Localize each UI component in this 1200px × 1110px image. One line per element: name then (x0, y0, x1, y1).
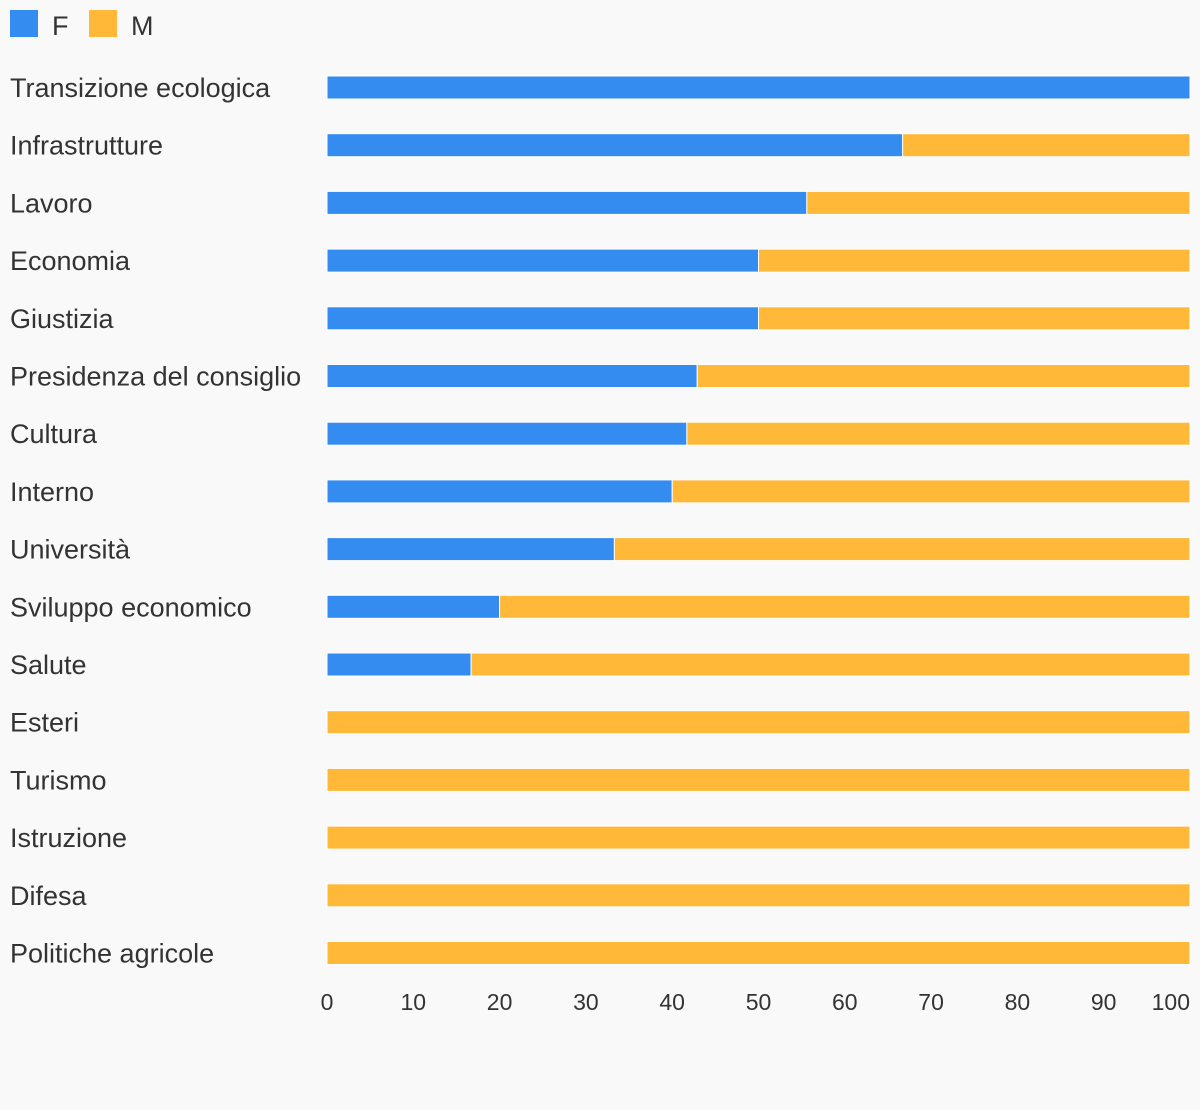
category-label-turismo: Turismo (10, 765, 107, 795)
x-tick-label-90: 90 (1091, 989, 1117, 1015)
x-tick-label-0: 0 (321, 989, 334, 1015)
legend-swatch-f (10, 10, 38, 37)
legend-label-m: M (131, 11, 154, 41)
x-tick-label-70: 70 (918, 989, 944, 1015)
category-label-universita: Università (10, 535, 131, 565)
category-label-istruzione: Istruzione (10, 823, 127, 853)
bar-m-salute (470, 652, 1191, 677)
category-label-giustizia: Giustizia (10, 304, 115, 334)
bar-f-presidenza-del-consiglio (326, 364, 698, 388)
bar-f-giustizia (326, 306, 759, 331)
bar-m-difesa (326, 883, 1191, 908)
bar-m-cultura (686, 421, 1191, 446)
category-label-lavoro: Lavoro (10, 188, 93, 218)
x-tick-label-60: 60 (832, 989, 858, 1015)
bar-m-interno (671, 479, 1191, 504)
x-tick-label-20: 20 (487, 989, 513, 1015)
category-label-infrastrutture: Infrastrutture (10, 131, 163, 161)
bar-f-infrastrutture (326, 133, 904, 158)
bar-f-sviluppo-economico (326, 594, 501, 619)
legend-label-f: F (52, 11, 69, 41)
category-label-sviluppo-economico: Sviluppo economico (10, 592, 252, 622)
bar-m-istruzione (326, 825, 1191, 850)
bar-f-salute (326, 652, 472, 677)
category-label-economia: Economia (10, 246, 131, 276)
bar-m-presidenza-del-consiglio (696, 364, 1191, 388)
bar-m-economia (758, 248, 1191, 273)
x-tick-label-80: 80 (1005, 989, 1031, 1015)
x-tick-label-10: 10 (401, 989, 427, 1015)
category-label-salute: Salute (10, 650, 87, 680)
bar-f-universita (326, 537, 615, 562)
bar-f-economia (326, 248, 759, 273)
category-label-politiche-agricole: Politiche agricole (10, 939, 214, 969)
bar-m-esteri (326, 710, 1191, 735)
bar-m-giustizia (758, 306, 1191, 331)
x-tick-label-50: 50 (746, 989, 772, 1015)
category-label-cultura: Cultura (10, 419, 98, 449)
bar-m-lavoro (806, 190, 1191, 215)
bar-m-sviluppo-economico (499, 594, 1191, 619)
bar-f-lavoro (326, 190, 808, 215)
category-label-difesa: Difesa (10, 881, 88, 911)
bar-m-infrastrutture (902, 133, 1191, 158)
category-label-transizione-ecologica: Transizione ecologica (10, 73, 271, 103)
category-label-interno: Interno (10, 477, 94, 507)
x-tick-label-30: 30 (573, 989, 599, 1015)
category-label-esteri: Esteri (10, 708, 79, 738)
category-label-presidenza-del-consiglio: Presidenza del consiglio (10, 362, 301, 392)
bar-m-politiche-agricole (326, 941, 1191, 965)
x-tick-label-40: 40 (659, 989, 685, 1015)
legend-swatch-m (89, 10, 117, 37)
bar-f-transizione-ecologica (326, 75, 1191, 100)
bar-m-universita (613, 537, 1191, 562)
bar-f-interno (326, 479, 673, 504)
bar-m-turismo (326, 767, 1191, 792)
x-tick-label-100: 100 (1152, 989, 1190, 1015)
bar-f-cultura (326, 421, 688, 446)
